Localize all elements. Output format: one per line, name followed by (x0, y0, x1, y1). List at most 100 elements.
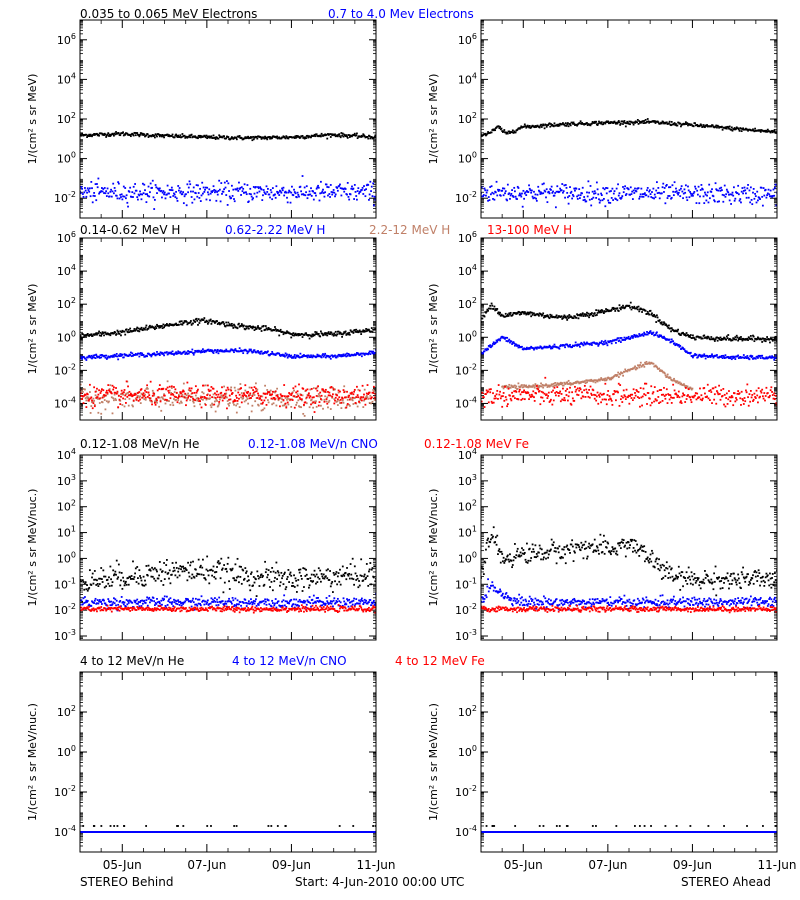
data-point (202, 192, 204, 195)
data-point (697, 185, 700, 188)
data-point (525, 348, 528, 351)
data-point (367, 397, 370, 400)
data-point (105, 358, 108, 360)
data-point (564, 196, 566, 199)
data-point (563, 123, 566, 126)
data-point (271, 390, 274, 393)
data-point (162, 352, 165, 355)
data-point (257, 325, 259, 327)
data-point (481, 186, 483, 189)
data-point (99, 331, 102, 334)
data-point (93, 333, 96, 336)
data-point (716, 339, 719, 342)
data-point (499, 311, 501, 314)
data-point (153, 352, 156, 355)
data-point (602, 343, 605, 346)
data-point (259, 402, 262, 405)
data-point (194, 394, 197, 397)
data-point (172, 404, 175, 407)
data-point (189, 136, 192, 139)
data-point (632, 123, 635, 126)
data-point (103, 132, 106, 135)
data-point (577, 194, 580, 197)
data-point (604, 205, 607, 208)
data-point (749, 186, 752, 189)
data-point (339, 187, 342, 190)
data-point (151, 179, 154, 182)
data-point (214, 321, 217, 324)
data-point (285, 405, 288, 408)
data-point (619, 122, 622, 125)
data-point (115, 399, 117, 402)
y-tick-label: 102 (57, 111, 76, 126)
data-point (561, 183, 564, 185)
data-point (541, 183, 544, 186)
data-point (225, 348, 228, 351)
data-point (516, 185, 519, 188)
data-point (569, 186, 571, 188)
data-point (162, 398, 165, 401)
data-point (156, 192, 158, 194)
data-point (682, 197, 684, 200)
data-point (365, 328, 368, 330)
data-point (169, 397, 172, 400)
data-point (597, 193, 600, 196)
data-point (183, 195, 186, 198)
data-point (279, 393, 282, 396)
data-point (310, 398, 313, 401)
data-point (82, 336, 85, 339)
y-tick-label: 100 (458, 151, 477, 166)
data-point (352, 187, 355, 190)
data-point (669, 327, 672, 330)
data-point (316, 186, 319, 189)
data-point (539, 124, 542, 127)
data-point (163, 136, 165, 139)
data-point (265, 403, 268, 406)
data-point (144, 326, 147, 329)
data-point (80, 357, 83, 359)
data-point (740, 127, 742, 130)
data-point (304, 401, 307, 404)
data-point (591, 190, 594, 193)
data-point (216, 348, 219, 351)
data-point (266, 392, 269, 395)
data-point (719, 189, 722, 192)
data-point (732, 194, 735, 197)
data-point (145, 387, 148, 390)
data-point (646, 312, 648, 315)
data-point (257, 392, 259, 395)
data-point (93, 195, 96, 197)
data-point (610, 342, 613, 345)
data-point (85, 359, 88, 361)
data-point (206, 186, 209, 189)
data-point (360, 136, 363, 138)
data-point (125, 194, 128, 197)
data-point (273, 329, 276, 332)
data-point (574, 341, 577, 344)
data-point (279, 355, 282, 357)
data-point (680, 334, 682, 336)
data-point (631, 335, 634, 337)
data-point (346, 181, 349, 184)
data-point (712, 195, 715, 198)
data-point (217, 352, 220, 355)
data-point (132, 405, 134, 408)
data-point (578, 188, 581, 191)
data-point (335, 334, 338, 337)
data-point (280, 137, 283, 140)
data-point (129, 392, 132, 395)
data-point (286, 330, 288, 333)
data-point (648, 332, 651, 335)
data-point (654, 122, 657, 124)
data-point (146, 194, 149, 197)
data-point (677, 328, 679, 331)
data-point (216, 400, 218, 402)
data-point (116, 390, 119, 393)
data-point (558, 124, 561, 127)
data-point (165, 351, 168, 354)
data-point (215, 351, 218, 354)
data-point (252, 351, 254, 353)
data-point (164, 402, 167, 405)
data-point (160, 134, 163, 137)
data-point (266, 191, 269, 193)
